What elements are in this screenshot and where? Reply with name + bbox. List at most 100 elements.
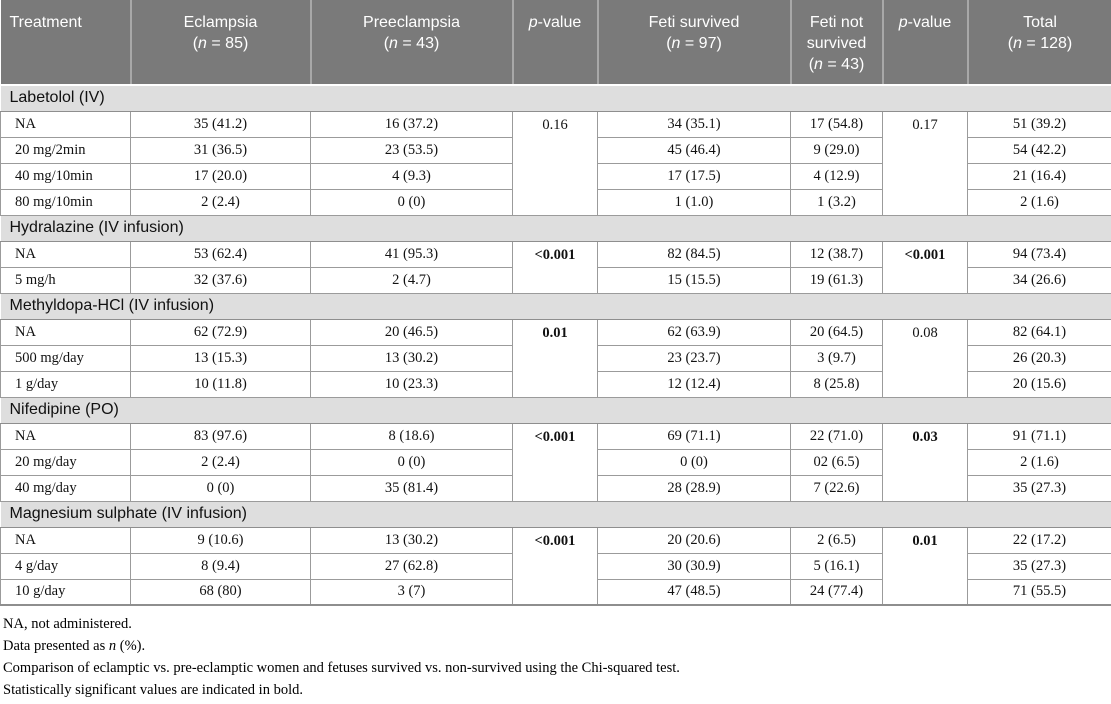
cell-p-value-2: 0.03	[882, 422, 968, 502]
cell-feti-survived: 20 (20.6)	[597, 526, 791, 554]
treatment-table: Treatment Eclampsia (n = 85) Preeclampsi…	[0, 0, 1111, 606]
cell-treatment: NA	[0, 240, 131, 268]
cell-eclampsia: 9 (10.6)	[130, 526, 311, 554]
cell-feti-not-survived: 4 (12.9)	[790, 162, 883, 190]
cell-preeclampsia: 13 (30.2)	[310, 526, 513, 554]
cell-feti-not-survived: 9 (29.0)	[790, 136, 883, 164]
table-row: NA 9 (10.6) 13 (30.2) <0.001 20 (20.6) 2…	[0, 526, 1111, 606]
cell-feti-not-survived: 02 (6.5)	[790, 448, 883, 476]
cell-feti-not-survived: 7 (22.6)	[790, 474, 883, 502]
cell-preeclampsia: 0 (0)	[310, 188, 513, 216]
cell-feti-not-survived: 20 (64.5)	[790, 318, 883, 346]
cell-preeclampsia: 10 (23.3)	[310, 370, 513, 398]
cell-eclampsia: 35 (41.2)	[130, 110, 311, 138]
cell-p-value-2: 0.17	[882, 110, 968, 216]
cell-preeclampsia: 35 (81.4)	[310, 474, 513, 502]
cell-feti-survived: 17 (17.5)	[597, 162, 791, 190]
cell-eclampsia: 10 (11.8)	[130, 370, 311, 398]
col-header-eclampsia: Eclampsia (n = 85)	[129, 0, 311, 86]
section-title: Methyldopa-HCl (IV infusion)	[0, 292, 1111, 320]
cell-feti-not-survived: 8 (25.8)	[790, 370, 883, 398]
cell-treatment: 500 mg/day	[0, 344, 131, 372]
cell-feti-not-survived: 24 (77.4)	[790, 578, 883, 606]
cell-feti-not-survived: 1 (3.2)	[790, 188, 883, 216]
cell-total: 26 (20.3)	[967, 344, 1111, 372]
footnote-comparison: Comparison of eclamptic vs. pre-eclampti…	[3, 660, 680, 676]
footnote-na: NA, not administered.	[3, 616, 132, 632]
cell-preeclampsia: 41 (95.3)	[310, 240, 513, 268]
table-row: NA 53 (62.4) 41 (95.3) <0.001 82 (84.5) …	[0, 240, 1111, 294]
cell-feti-not-survived: 22 (71.0)	[790, 422, 883, 450]
cell-feti-survived: 69 (71.1)	[597, 422, 791, 450]
col-header-p-value-1: p-value	[511, 0, 598, 86]
cell-preeclampsia: 8 (18.6)	[310, 422, 513, 450]
header-row: Treatment Eclampsia (n = 85) Preeclampsi…	[0, 0, 1111, 86]
cell-eclampsia: 62 (72.9)	[130, 318, 311, 346]
cell-total: 82 (64.1)	[967, 318, 1111, 346]
cell-preeclampsia: 4 (9.3)	[310, 162, 513, 190]
section-title: Nifedipine (PO)	[0, 396, 1111, 424]
cell-feti-survived: 45 (46.4)	[597, 136, 791, 164]
cell-feti-survived: 23 (23.7)	[597, 344, 791, 372]
cell-feti-survived: 28 (28.9)	[597, 474, 791, 502]
cell-p-value-2: 0.01	[882, 526, 968, 606]
cell-treatment: NA	[0, 318, 131, 346]
cell-total: 35 (27.3)	[967, 552, 1111, 580]
cell-feti-survived: 1 (1.0)	[597, 188, 791, 216]
footnote-bold-significance: Statistically significant values are ind…	[3, 682, 303, 698]
cell-feti-survived: 34 (35.1)	[597, 110, 791, 138]
cell-total: 34 (26.6)	[967, 266, 1111, 294]
cell-p-value-2: <0.001	[882, 240, 968, 294]
cell-treatment: 80 mg/10min	[0, 188, 131, 216]
cell-treatment: 40 mg/day	[0, 474, 131, 502]
cell-total: 35 (27.3)	[967, 474, 1111, 502]
cell-preeclampsia: 0 (0)	[310, 448, 513, 476]
cell-total: 20 (15.6)	[967, 370, 1111, 398]
cell-eclampsia: 0 (0)	[130, 474, 311, 502]
table-row: 4 g/day 8 (9.4) 27 (62.8) 30 (30.9) 5 (1…	[0, 552, 1111, 580]
cell-eclampsia: 8 (9.4)	[130, 552, 311, 580]
cell-feti-not-survived: 2 (6.5)	[790, 526, 883, 554]
cell-p-value-1: 0.16	[512, 110, 598, 216]
cell-treatment: 5 mg/h	[0, 266, 131, 294]
cell-p-value-1: <0.001	[512, 422, 598, 502]
cell-feti-not-survived: 5 (16.1)	[790, 552, 883, 580]
cell-total: 51 (39.2)	[967, 110, 1111, 138]
cell-treatment: NA	[0, 422, 131, 450]
cell-p-value-1: <0.001	[512, 526, 598, 606]
section-magnesium-sulphate: Magnesium sulphate (IV infusion)	[0, 500, 1111, 528]
cell-feti-survived: 30 (30.9)	[597, 552, 791, 580]
cell-total: 22 (17.2)	[967, 526, 1111, 554]
cell-feti-survived: 12 (12.4)	[597, 370, 791, 398]
footnote-data-presented: Data presented as n (%).	[3, 638, 146, 654]
table-row: 1 g/day 10 (11.8) 10 (23.3) 12 (12.4) 8 …	[0, 370, 1111, 398]
cell-total: 71 (55.5)	[967, 578, 1111, 606]
col-header-preeclampsia: Preeclampsia (n = 43)	[309, 0, 513, 86]
cell-eclampsia: 83 (97.6)	[130, 422, 311, 450]
cell-feti-survived: 0 (0)	[597, 448, 791, 476]
cell-preeclampsia: 23 (53.5)	[310, 136, 513, 164]
table-row: 40 mg/10min 17 (20.0) 4 (9.3) 17 (17.5) …	[0, 162, 1111, 190]
cell-treatment: 20 mg/day	[0, 448, 131, 476]
cell-treatment: NA	[0, 526, 131, 554]
cell-eclampsia: 2 (2.4)	[130, 448, 311, 476]
cell-preeclampsia: 2 (4.7)	[310, 266, 513, 294]
cell-p-value-1: <0.001	[512, 240, 598, 294]
table-row: NA 83 (97.6) 8 (18.6) <0.001 69 (71.1) 2…	[0, 422, 1111, 502]
table-row: 5 mg/h 32 (37.6) 2 (4.7) 15 (15.5) 19 (6…	[0, 266, 1111, 294]
cell-feti-survived: 47 (48.5)	[597, 578, 791, 606]
cell-feti-not-survived: 17 (54.8)	[790, 110, 883, 138]
cell-total: 2 (1.6)	[967, 448, 1111, 476]
cell-total: 91 (71.1)	[967, 422, 1111, 450]
cell-preeclampsia: 3 (7)	[310, 578, 513, 606]
cell-treatment: 1 g/day	[0, 370, 131, 398]
table-row: NA 62 (72.9) 20 (46.5) 0.01 62 (63.9) 20…	[0, 318, 1111, 398]
section-methyldopa: Methyldopa-HCl (IV infusion)	[0, 292, 1111, 320]
table-row: NA 35 (41.2) 16 (37.2) 0.16 34 (35.1) 17…	[0, 110, 1111, 216]
col-header-total: Total (n = 128)	[966, 0, 1111, 86]
table-row: 500 mg/day 13 (15.3) 13 (30.2) 23 (23.7)…	[0, 344, 1111, 372]
table-row: 20 mg/2min 31 (36.5) 23 (53.5) 45 (46.4)…	[0, 136, 1111, 164]
cell-eclampsia: 68 (80)	[130, 578, 311, 606]
table-row: 80 mg/10min 2 (2.4) 0 (0) 1 (1.0) 1 (3.2…	[0, 188, 1111, 216]
